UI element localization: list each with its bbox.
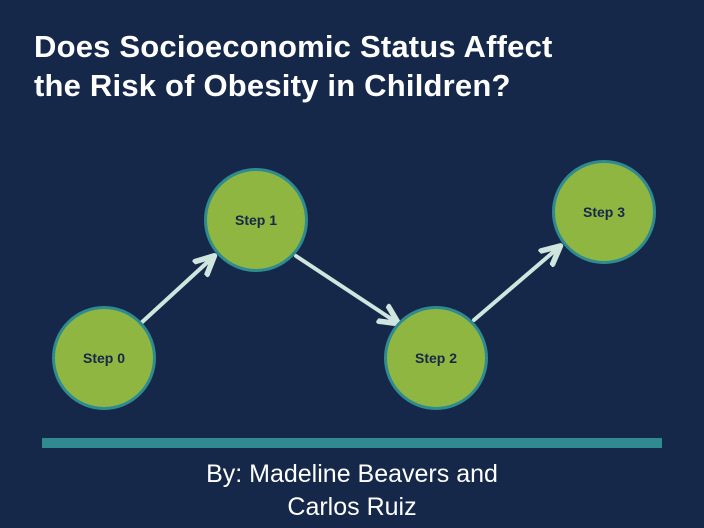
arrow-step0-to-step1: [140, 258, 212, 324]
arrow-step2-to-step3: [474, 248, 558, 320]
step-node-label: Step 2: [415, 350, 457, 366]
step-node-label: Step 3: [583, 204, 625, 220]
arrow-step1-to-step2: [296, 256, 396, 322]
step-node-label: Step 0: [83, 350, 125, 366]
title-line-1: Does Socioeconomic Status Affect: [34, 29, 553, 64]
byline-line-2: Carlos Ruiz: [287, 493, 416, 521]
step-node-label: Step 1: [235, 212, 277, 228]
step-node-step2: Step 2: [384, 306, 488, 410]
divider-bar: [42, 438, 662, 448]
step-node-step3: Step 3: [552, 160, 656, 264]
title-line-2: the Risk of Obesity in Children?: [34, 68, 511, 103]
step-node-step0: Step 0: [52, 306, 156, 410]
byline: By: Madeline Beavers and Carlos Ruiz: [92, 458, 612, 523]
byline-line-1: By: Madeline Beavers and: [206, 460, 498, 488]
step-node-step1: Step 1: [204, 168, 308, 272]
page-title: Does Socioeconomic Status Affect the Ris…: [34, 28, 553, 106]
